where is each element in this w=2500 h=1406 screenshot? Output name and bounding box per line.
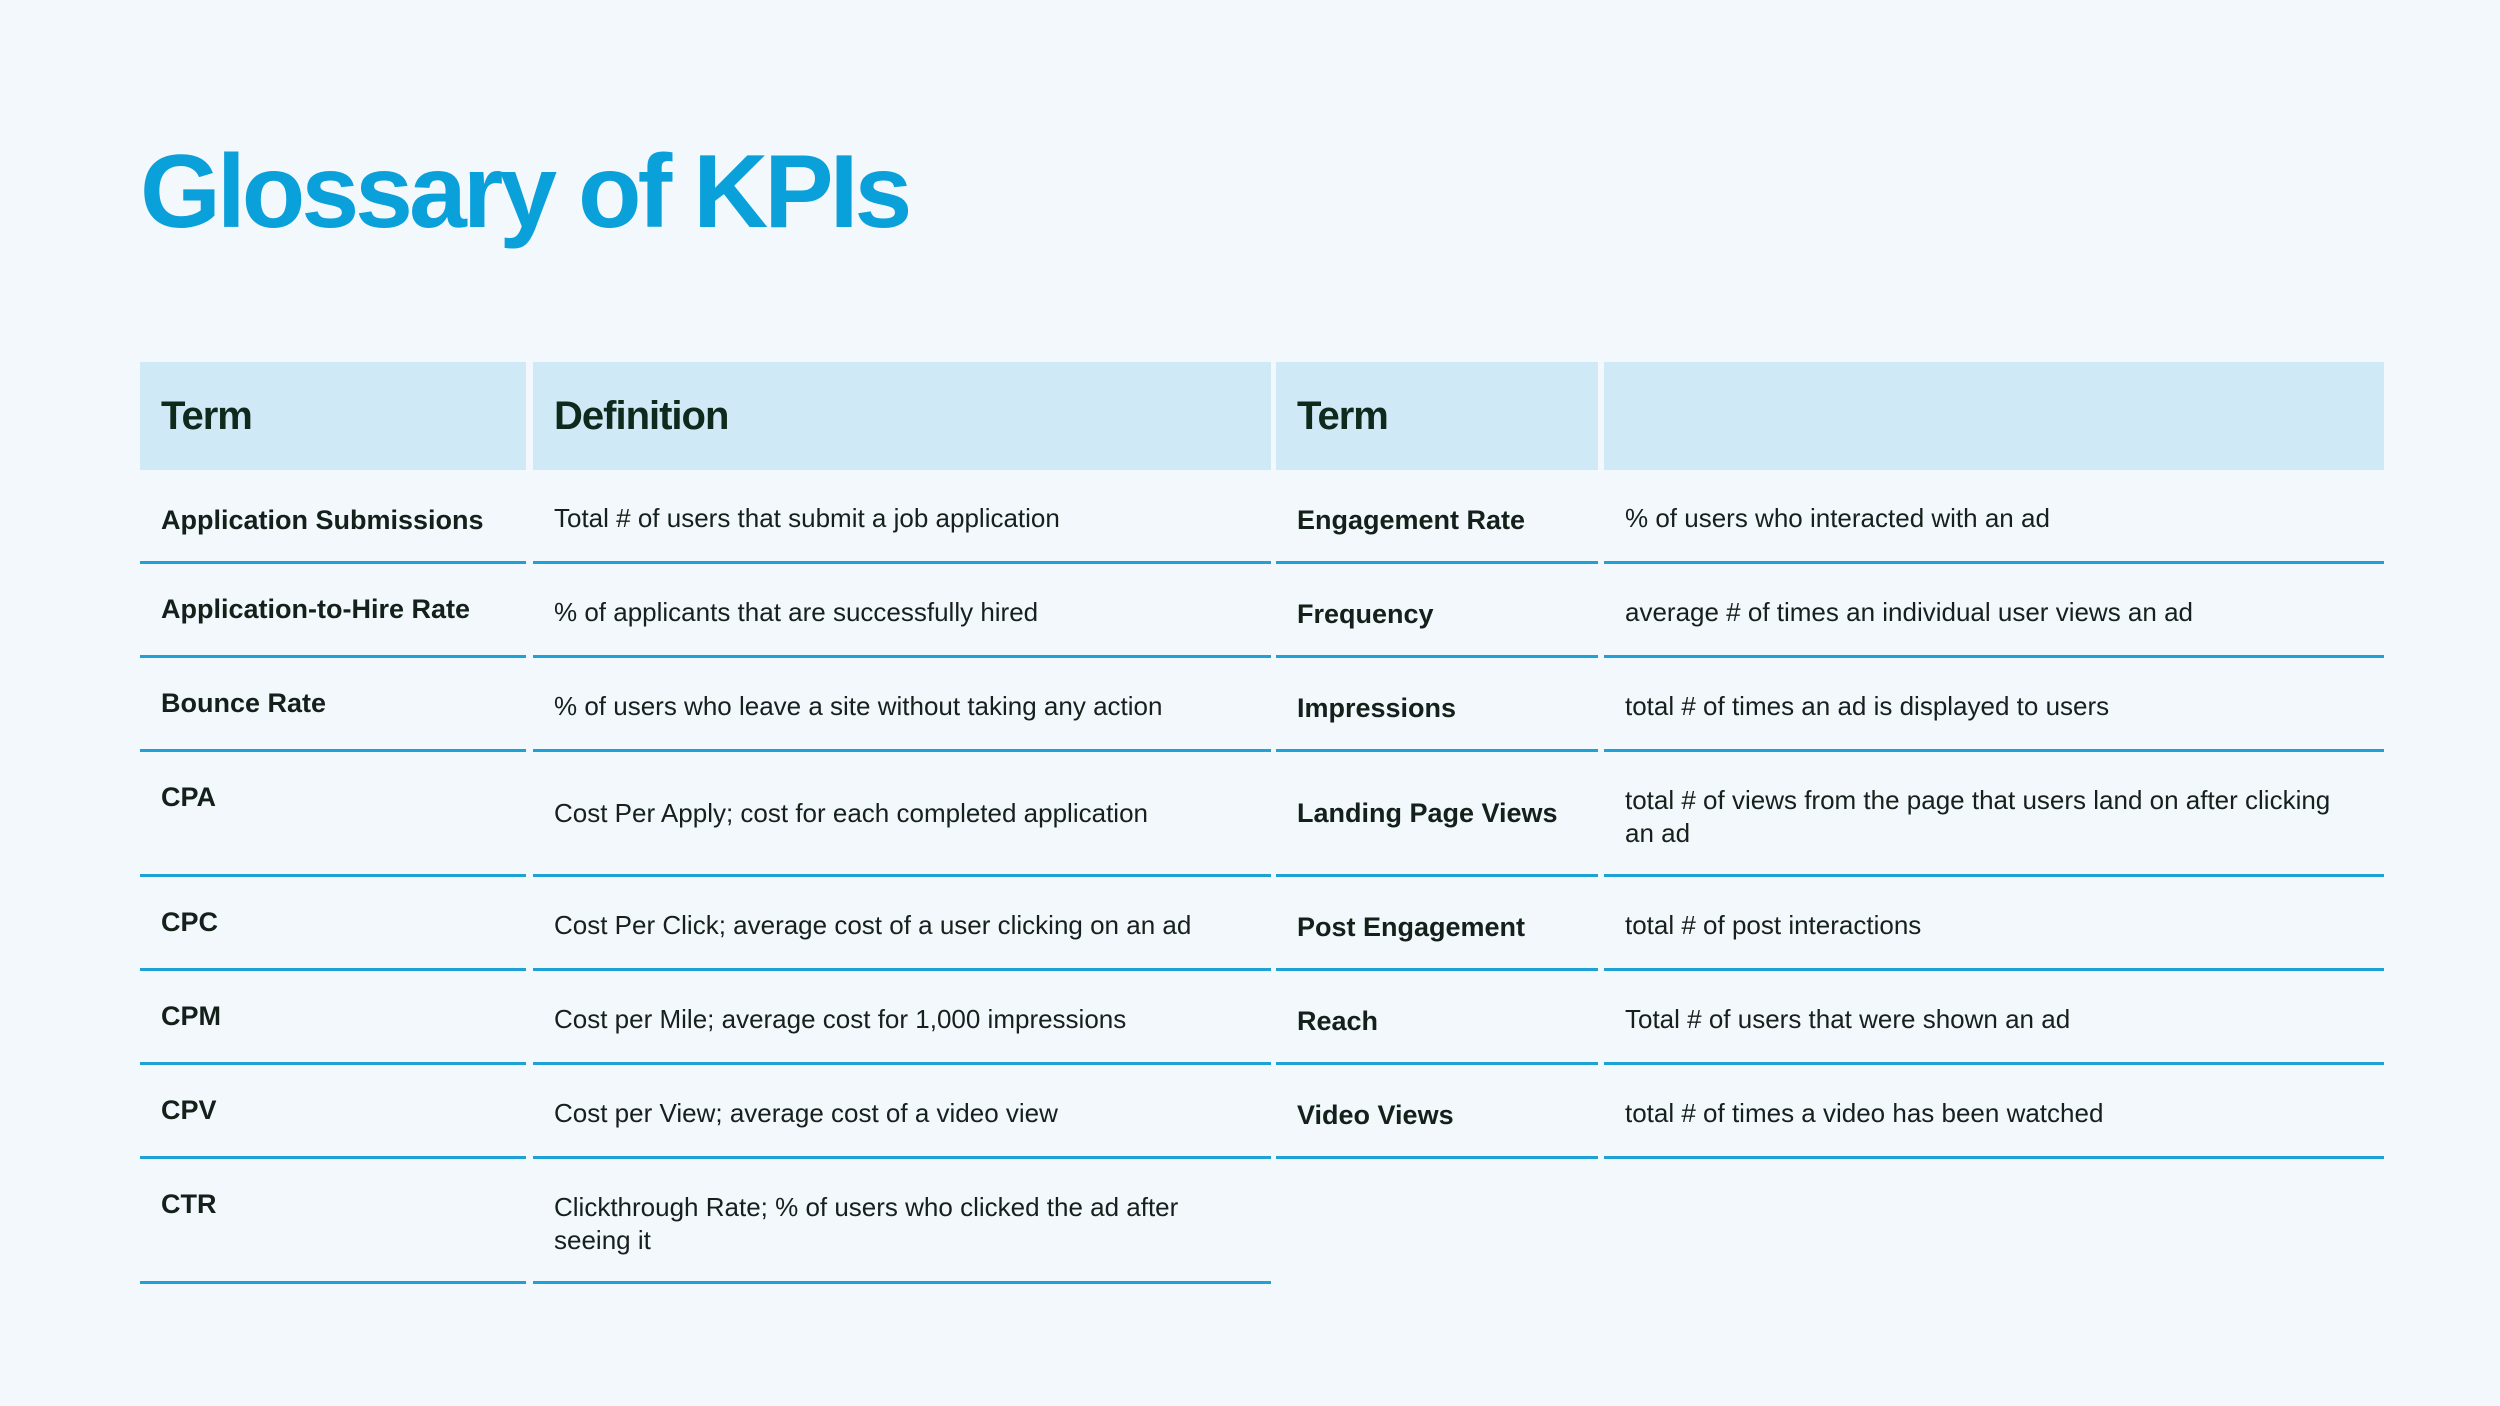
- definition-cpm: Cost per Mile; average cost for 1,000 im…: [533, 971, 1271, 1065]
- term-cpv: CPV: [140, 1065, 526, 1159]
- term-cpa: CPA: [140, 752, 526, 877]
- term-cpm: CPM: [140, 971, 526, 1065]
- right-term-header: Term: [1276, 362, 1598, 470]
- definition-cpc: Cost Per Click; average cost of a user c…: [533, 877, 1271, 971]
- definition-reach: Total # of users that were shown an ad: [1604, 971, 2384, 1065]
- term-landing-page-views: Landing Page Views: [1276, 752, 1598, 877]
- term-application-to-hire-rate: Application-to-Hire Rate: [140, 564, 526, 658]
- definition-engagement-rate: % of users who interacted with an ad: [1604, 470, 2384, 564]
- term-cpc: CPC: [140, 877, 526, 971]
- left-term-header: Term: [140, 362, 526, 470]
- definition-application-to-hire-rate: % of applicants that are successfully hi…: [533, 564, 1271, 658]
- term-impressions: Impressions: [1276, 658, 1598, 752]
- definition-bounce-rate: % of users who leave a site without taki…: [533, 658, 1271, 752]
- page-title: Glossary of KPIs: [140, 134, 912, 250]
- definition-ctr: Clickthrough Rate; % of users who clicke…: [533, 1159, 1271, 1284]
- definition-frequency: average # of times an individual user vi…: [1604, 564, 2384, 658]
- term-video-views: Video Views: [1276, 1065, 1598, 1159]
- term-ctr: CTR: [140, 1159, 526, 1284]
- definition-application-submissions: Total # of users that submit a job appli…: [533, 470, 1271, 564]
- definition-impressions: total # of times an ad is displayed to u…: [1604, 658, 2384, 752]
- definition-cpv: Cost per View; average cost of a video v…: [533, 1065, 1271, 1159]
- left-definition-header: Definition: [533, 362, 1271, 470]
- term-reach: Reach: [1276, 971, 1598, 1065]
- definition-video-views: total # of times a video has been watche…: [1604, 1065, 2384, 1159]
- term-bounce-rate: Bounce Rate: [140, 658, 526, 752]
- definition-post-engagement: total # of post interactions: [1604, 877, 2384, 971]
- term-frequency: Frequency: [1276, 564, 1598, 658]
- definition-cpa: Cost Per Apply; cost for each completed …: [533, 752, 1271, 877]
- term-post-engagement: Post Engagement: [1276, 877, 1598, 971]
- definition-landing-page-views: total # of views from the page that user…: [1604, 752, 2384, 877]
- right-definition-header: [1604, 362, 2384, 470]
- term-engagement-rate: Engagement Rate: [1276, 470, 1598, 564]
- term-application-submissions: Application Submissions: [140, 470, 526, 564]
